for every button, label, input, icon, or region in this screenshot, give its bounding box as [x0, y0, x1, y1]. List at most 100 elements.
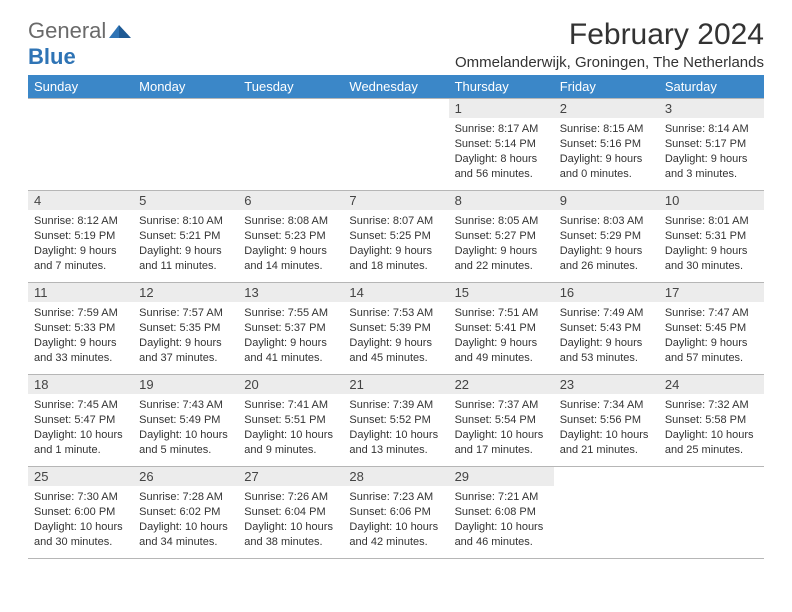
day-number: 4: [28, 191, 133, 210]
sunrise-line: Sunrise: 7:23 AM: [349, 490, 442, 505]
sunset-line: Sunset: 5:21 PM: [139, 229, 232, 244]
calendar-week: 4Sunrise: 8:12 AMSunset: 5:19 PMDaylight…: [28, 191, 764, 283]
sunset-line: Sunset: 5:25 PM: [349, 229, 442, 244]
day-number: 24: [659, 375, 764, 394]
sunset-line: Sunset: 5:39 PM: [349, 321, 442, 336]
day-details: Sunrise: 8:07 AMSunset: 5:25 PMDaylight:…: [343, 210, 448, 278]
daylight-line: Daylight: 10 hours and 5 minutes.: [139, 428, 232, 458]
day-number: 2: [554, 99, 659, 118]
calendar-cell: 7Sunrise: 8:07 AMSunset: 5:25 PMDaylight…: [343, 191, 448, 283]
day-details: Sunrise: 7:45 AMSunset: 5:47 PMDaylight:…: [28, 394, 133, 462]
daylight-line: Daylight: 9 hours and 22 minutes.: [455, 244, 548, 274]
sunrise-line: Sunrise: 7:51 AM: [455, 306, 548, 321]
day-details: Sunrise: 7:53 AMSunset: 5:39 PMDaylight:…: [343, 302, 448, 370]
sunrise-line: Sunrise: 7:57 AM: [139, 306, 232, 321]
daylight-line: Daylight: 9 hours and 26 minutes.: [560, 244, 653, 274]
day-number: 5: [133, 191, 238, 210]
day-details: Sunrise: 8:12 AMSunset: 5:19 PMDaylight:…: [28, 210, 133, 278]
daylight-line: Daylight: 9 hours and 53 minutes.: [560, 336, 653, 366]
calendar-cell: 25Sunrise: 7:30 AMSunset: 6:00 PMDayligh…: [28, 467, 133, 559]
calendar-week: 1Sunrise: 8:17 AMSunset: 5:14 PMDaylight…: [28, 99, 764, 191]
day-number: 8: [449, 191, 554, 210]
day-number: 15: [449, 283, 554, 302]
calendar-cell: 22Sunrise: 7:37 AMSunset: 5:54 PMDayligh…: [449, 375, 554, 467]
day-details: Sunrise: 8:01 AMSunset: 5:31 PMDaylight:…: [659, 210, 764, 278]
daylight-line: Daylight: 9 hours and 18 minutes.: [349, 244, 442, 274]
sunrise-line: Sunrise: 7:41 AM: [244, 398, 337, 413]
day-details: Sunrise: 8:03 AMSunset: 5:29 PMDaylight:…: [554, 210, 659, 278]
day-details: Sunrise: 7:30 AMSunset: 6:00 PMDaylight:…: [28, 486, 133, 554]
calendar-cell: 29Sunrise: 7:21 AMSunset: 6:08 PMDayligh…: [449, 467, 554, 559]
daylight-line: Daylight: 9 hours and 57 minutes.: [665, 336, 758, 366]
sunset-line: Sunset: 5:37 PM: [244, 321, 337, 336]
calendar-cell: 11Sunrise: 7:59 AMSunset: 5:33 PMDayligh…: [28, 283, 133, 375]
sunset-line: Sunset: 5:14 PM: [455, 137, 548, 152]
sunset-line: Sunset: 5:43 PM: [560, 321, 653, 336]
sunrise-line: Sunrise: 7:55 AM: [244, 306, 337, 321]
sunrise-line: Sunrise: 7:28 AM: [139, 490, 232, 505]
day-details: Sunrise: 8:08 AMSunset: 5:23 PMDaylight:…: [238, 210, 343, 278]
sunrise-line: Sunrise: 7:30 AM: [34, 490, 127, 505]
day-header: Monday: [133, 75, 238, 99]
daylight-line: Daylight: 9 hours and 14 minutes.: [244, 244, 337, 274]
day-header: Thursday: [449, 75, 554, 99]
day-details: Sunrise: 7:26 AMSunset: 6:04 PMDaylight:…: [238, 486, 343, 554]
day-number: 12: [133, 283, 238, 302]
sunset-line: Sunset: 5:23 PM: [244, 229, 337, 244]
daylight-line: Daylight: 9 hours and 0 minutes.: [560, 152, 653, 182]
sunset-line: Sunset: 5:45 PM: [665, 321, 758, 336]
sunrise-line: Sunrise: 8:15 AM: [560, 122, 653, 137]
logo-text-general: General: [28, 18, 106, 43]
day-header: Sunday: [28, 75, 133, 99]
day-number: 9: [554, 191, 659, 210]
calendar-week: 18Sunrise: 7:45 AMSunset: 5:47 PMDayligh…: [28, 375, 764, 467]
calendar-cell: 4Sunrise: 8:12 AMSunset: 5:19 PMDaylight…: [28, 191, 133, 283]
sunrise-line: Sunrise: 7:59 AM: [34, 306, 127, 321]
daylight-line: Daylight: 8 hours and 56 minutes.: [455, 152, 548, 182]
sunrise-line: Sunrise: 7:43 AM: [139, 398, 232, 413]
sunset-line: Sunset: 5:56 PM: [560, 413, 653, 428]
daylight-line: Daylight: 9 hours and 11 minutes.: [139, 244, 232, 274]
sunset-line: Sunset: 6:06 PM: [349, 505, 442, 520]
daylight-line: Daylight: 10 hours and 34 minutes.: [139, 520, 232, 550]
daylight-line: Daylight: 10 hours and 13 minutes.: [349, 428, 442, 458]
calendar-cell: 1Sunrise: 8:17 AMSunset: 5:14 PMDaylight…: [449, 99, 554, 191]
calendar-cell: 10Sunrise: 8:01 AMSunset: 5:31 PMDayligh…: [659, 191, 764, 283]
day-number: 28: [343, 467, 448, 486]
day-details: Sunrise: 7:59 AMSunset: 5:33 PMDaylight:…: [28, 302, 133, 370]
sunrise-line: Sunrise: 8:17 AM: [455, 122, 548, 137]
calendar-cell: 14Sunrise: 7:53 AMSunset: 5:39 PMDayligh…: [343, 283, 448, 375]
sunset-line: Sunset: 5:16 PM: [560, 137, 653, 152]
day-number: 27: [238, 467, 343, 486]
calendar-cell: 15Sunrise: 7:51 AMSunset: 5:41 PMDayligh…: [449, 283, 554, 375]
day-details: Sunrise: 8:17 AMSunset: 5:14 PMDaylight:…: [449, 118, 554, 186]
sunset-line: Sunset: 5:41 PM: [455, 321, 548, 336]
sunrise-line: Sunrise: 7:45 AM: [34, 398, 127, 413]
day-details: Sunrise: 7:34 AMSunset: 5:56 PMDaylight:…: [554, 394, 659, 462]
day-number: 7: [343, 191, 448, 210]
sunrise-line: Sunrise: 7:39 AM: [349, 398, 442, 413]
sunset-line: Sunset: 6:02 PM: [139, 505, 232, 520]
sunrise-line: Sunrise: 8:07 AM: [349, 214, 442, 229]
day-details: Sunrise: 7:43 AMSunset: 5:49 PMDaylight:…: [133, 394, 238, 462]
daylight-line: Daylight: 9 hours and 7 minutes.: [34, 244, 127, 274]
sunset-line: Sunset: 6:04 PM: [244, 505, 337, 520]
day-number: 3: [659, 99, 764, 118]
calendar-cell: [28, 99, 133, 191]
sunset-line: Sunset: 5:58 PM: [665, 413, 758, 428]
sunset-line: Sunset: 5:31 PM: [665, 229, 758, 244]
calendar-cell: 16Sunrise: 7:49 AMSunset: 5:43 PMDayligh…: [554, 283, 659, 375]
sunset-line: Sunset: 5:33 PM: [34, 321, 127, 336]
calendar-cell: 18Sunrise: 7:45 AMSunset: 5:47 PMDayligh…: [28, 375, 133, 467]
calendar-cell: 9Sunrise: 8:03 AMSunset: 5:29 PMDaylight…: [554, 191, 659, 283]
day-details: Sunrise: 7:55 AMSunset: 5:37 PMDaylight:…: [238, 302, 343, 370]
daylight-line: Daylight: 10 hours and 9 minutes.: [244, 428, 337, 458]
day-details: Sunrise: 7:51 AMSunset: 5:41 PMDaylight:…: [449, 302, 554, 370]
sunrise-line: Sunrise: 7:53 AM: [349, 306, 442, 321]
logo-text-blue: Blue: [28, 44, 76, 69]
day-number: 6: [238, 191, 343, 210]
day-details: Sunrise: 8:14 AMSunset: 5:17 PMDaylight:…: [659, 118, 764, 186]
sunrise-line: Sunrise: 7:49 AM: [560, 306, 653, 321]
sunset-line: Sunset: 5:35 PM: [139, 321, 232, 336]
daylight-line: Daylight: 10 hours and 21 minutes.: [560, 428, 653, 458]
